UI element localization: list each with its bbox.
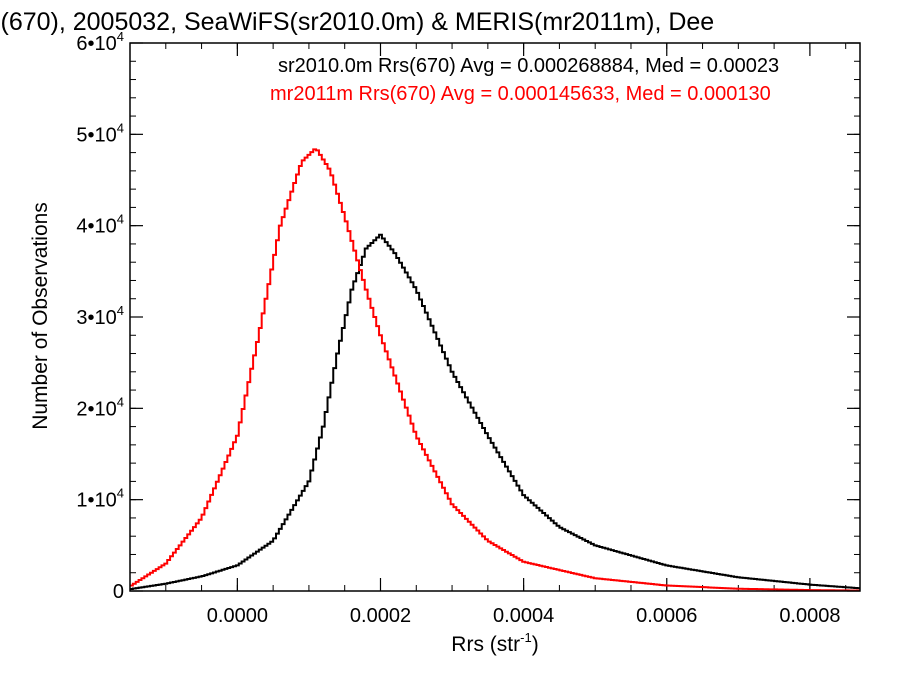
x-axis-label: Rrs (str-1) (451, 630, 538, 656)
y-tick-label: 0 (113, 581, 124, 603)
x-axis-label-tail: ) (532, 633, 539, 656)
plot-frame (129, 42, 861, 592)
x-tick-label: 0.0006 (636, 605, 697, 627)
x-tick-label: 0.0000 (207, 605, 268, 627)
y-axis-label: Number of Observations (29, 202, 52, 430)
x-axis-label-main: Rrs (str (451, 633, 520, 656)
x-tick-label: 0.0004 (493, 605, 554, 627)
y-tick-label: 6•104 (76, 29, 124, 55)
tick-labels: 0.0000 0.0002 0.0004 0.0006 0.0008 0 1•104 2•10… (76, 29, 840, 627)
axis-ticks (130, 42, 860, 592)
y-tick-label: 4•104 (76, 212, 124, 238)
y-tick-label: 2•104 (76, 394, 124, 420)
x-axis-label-sup: -1 (520, 630, 532, 645)
annotation-mr2011: mr2011m Rrs(670) Avg = 0.000145633, Med … (270, 83, 771, 105)
y-tick-label: 5•104 (76, 120, 124, 146)
histogram-series (130, 148, 860, 592)
x-tick-label: 0.0002 (350, 605, 411, 627)
annotation-sr2010: sr2010.0m Rrs(670) Avg = 0.000268884, Me… (278, 55, 779, 77)
chart-title: s(670), 2005032, SeaWiFS(sr2010.0m) & ME… (0, 8, 714, 36)
histogram-series-0 (130, 233, 860, 590)
y-tick-label: 1•104 (76, 486, 124, 512)
histogram-series-1 (130, 148, 860, 592)
x-tick-label: 0.0008 (779, 605, 840, 627)
y-tick-label: 3•104 (76, 303, 124, 329)
